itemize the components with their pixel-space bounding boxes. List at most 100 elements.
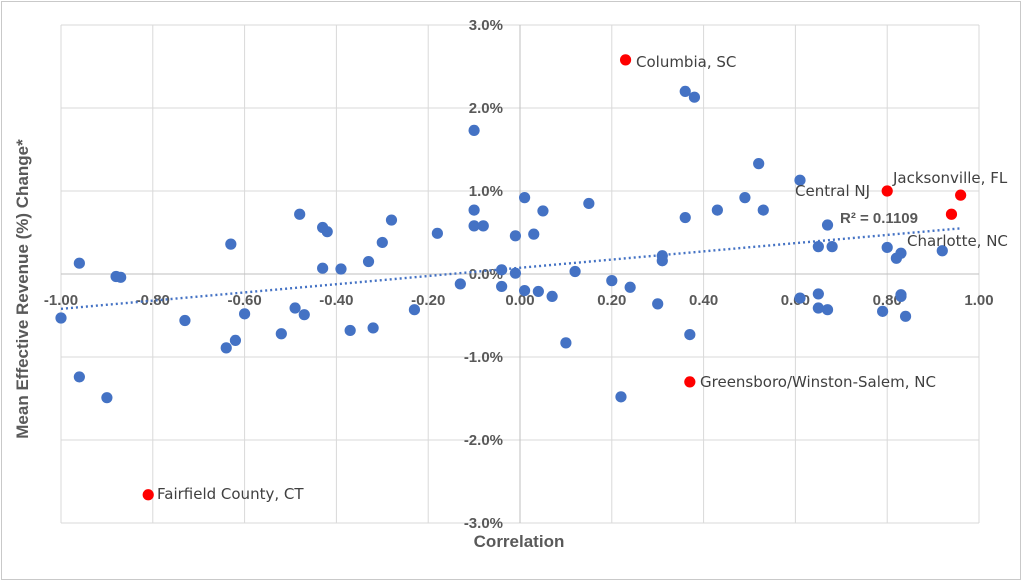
data-point <box>532 285 544 298</box>
data-point <box>477 220 489 232</box>
data-point <box>454 278 466 290</box>
data-point <box>518 192 531 204</box>
data-point <box>753 158 765 170</box>
data-point <box>431 227 443 239</box>
highlight-point <box>945 208 958 220</box>
data-point <box>812 302 824 314</box>
data-point <box>794 292 806 304</box>
data-point <box>294 208 306 220</box>
data-point <box>367 322 379 334</box>
data-point <box>509 267 522 279</box>
data-point <box>606 275 618 287</box>
x-axis-title: Correlation <box>474 532 565 551</box>
y-tick-label: 1.0% <box>469 183 503 200</box>
label-fairfield-county-ct: Fairfield County, CT <box>157 485 304 503</box>
r-squared-label: R² = 0.1109 <box>840 210 918 227</box>
x-tick-label: -0.20 <box>411 292 445 309</box>
data-point <box>679 85 691 97</box>
trendline <box>60 227 961 311</box>
data-point <box>408 304 421 316</box>
data-point <box>179 314 191 327</box>
data-point <box>468 220 480 232</box>
data-point <box>518 285 531 297</box>
data-points <box>55 54 967 501</box>
data-point <box>468 204 480 216</box>
data-point <box>656 255 668 267</box>
highlight-point <box>881 185 893 197</box>
data-point <box>385 214 398 226</box>
y-axis-title: Mean Effective Revenue (%) Change* <box>13 139 32 439</box>
data-point <box>739 192 751 204</box>
data-point <box>55 312 67 324</box>
data-point <box>496 264 508 276</box>
highlight-point <box>684 376 696 388</box>
data-point <box>812 288 824 300</box>
x-tick-labels: -1.00-0.80-0.60-0.40-0.200.000.200.400.6… <box>44 292 994 309</box>
x-tick-label: 0.80 <box>873 292 902 309</box>
x-tick-label: -0.80 <box>136 292 170 309</box>
data-point <box>711 204 723 216</box>
data-point <box>537 205 549 217</box>
y-tick-labels: -3.0%-2.0%-1.0%0.0%1.0%2.0%3.0% <box>464 17 503 532</box>
label-central-nj: Central NJ <box>795 182 870 200</box>
label-jacksonville-fl: Jacksonville, FL <box>892 169 1008 187</box>
y-tick-label: -1.0% <box>464 349 503 366</box>
data-point <box>496 280 508 293</box>
data-point <box>321 226 333 238</box>
y-tick-label: -2.0% <box>464 432 503 449</box>
x-tick-label: -1.00 <box>44 292 78 309</box>
data-point <box>877 305 889 317</box>
y-tick-label: 2.0% <box>469 100 503 117</box>
data-point <box>881 241 893 254</box>
data-point <box>275 328 287 340</box>
y-tick-label: -3.0% <box>464 515 503 532</box>
data-point <box>298 309 310 321</box>
data-point <box>826 241 838 253</box>
point-labels: Columbia, SC Central NJ Jacksonville, FL… <box>157 53 1008 503</box>
label-charlotte-nc: Charlotte, NC <box>907 232 1008 250</box>
x-tick-label: 0.00 <box>505 292 534 309</box>
data-point <box>73 371 85 383</box>
data-point <box>468 124 480 137</box>
data-point <box>821 304 834 316</box>
data-point <box>688 91 701 103</box>
highlight-point <box>955 189 967 201</box>
data-point <box>225 238 237 250</box>
data-point <box>821 219 834 231</box>
data-point <box>652 298 664 310</box>
data-point <box>624 281 636 293</box>
data-point <box>344 324 356 337</box>
data-point <box>794 174 806 186</box>
data-point <box>101 392 113 404</box>
data-point <box>317 262 329 274</box>
data-point <box>376 236 388 249</box>
x-tick-label: -0.60 <box>227 292 261 309</box>
highlight-point <box>619 54 632 66</box>
data-point <box>895 290 907 303</box>
x-tick-label: 0.20 <box>597 292 626 309</box>
data-point <box>560 337 572 349</box>
y-tick-label: 3.0% <box>469 17 503 34</box>
x-tick-label: 1.00 <box>964 292 993 309</box>
data-point <box>73 257 85 269</box>
data-point <box>757 204 769 216</box>
data-point <box>936 245 948 257</box>
data-point <box>509 230 522 242</box>
data-point <box>684 328 696 341</box>
data-point <box>239 308 251 320</box>
label-columbia-sc: Columbia, SC <box>636 53 736 71</box>
data-point <box>679 211 691 224</box>
data-point <box>362 255 375 268</box>
x-tick-label: 0.40 <box>689 292 718 309</box>
data-point <box>220 342 232 354</box>
label-greensboro-winston-salem-nc: Greensboro/Winston-Salem, NC <box>700 373 936 391</box>
data-point <box>229 334 242 346</box>
x-tick-label: -0.40 <box>319 292 353 309</box>
data-point <box>335 263 347 275</box>
data-point <box>583 197 595 210</box>
data-point <box>115 271 127 283</box>
data-point <box>615 391 627 403</box>
data-point <box>569 265 581 278</box>
